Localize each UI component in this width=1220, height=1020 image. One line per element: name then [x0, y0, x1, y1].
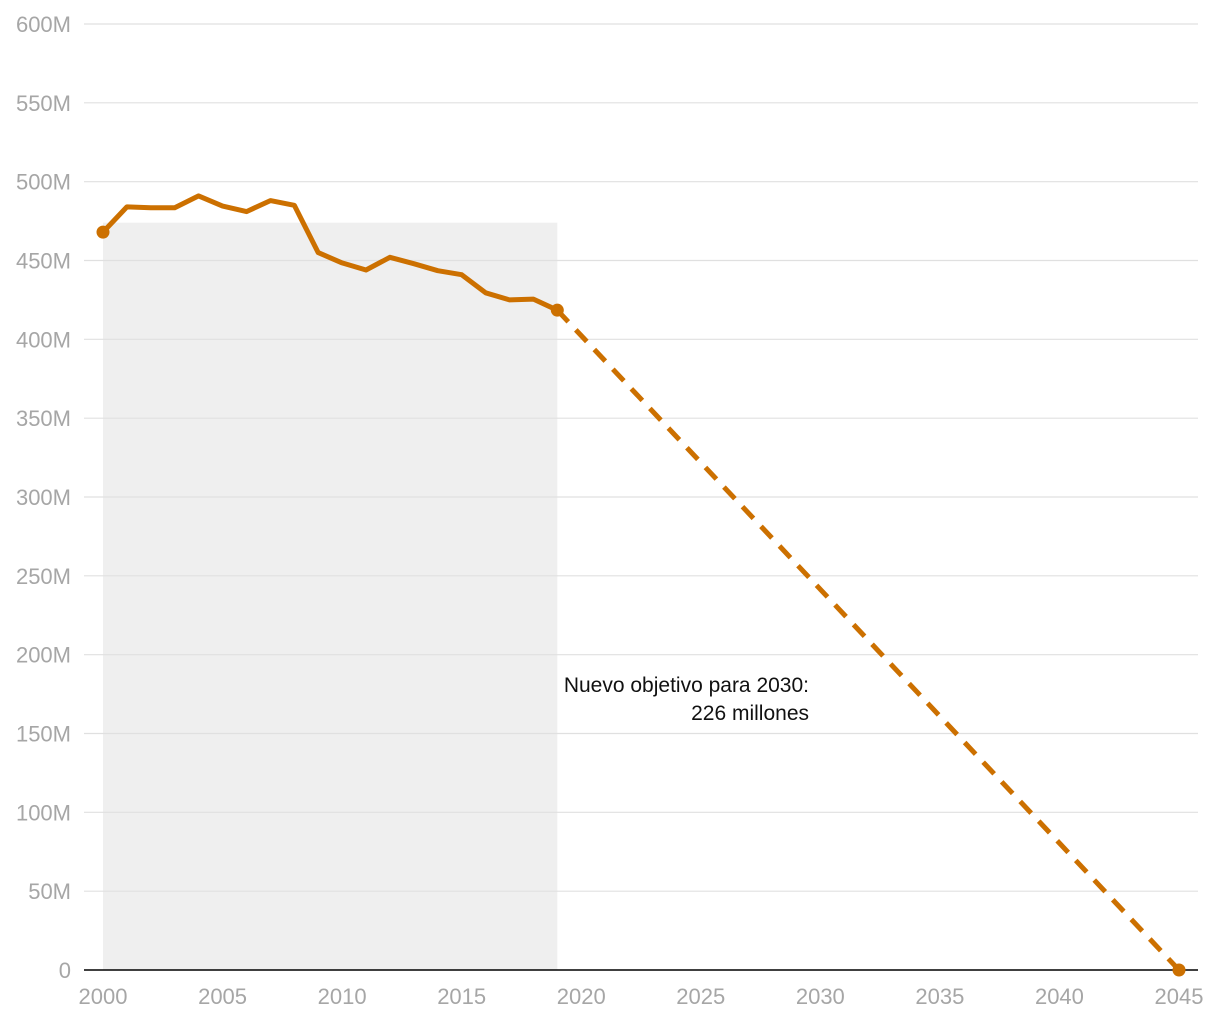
y-tick-label: 150M — [16, 722, 71, 747]
series-marker — [96, 225, 110, 239]
emissions-line — [101, 193, 559, 313]
y-tick-label: 250M — [16, 564, 71, 589]
y-tick-label: 400M — [16, 327, 71, 352]
y-tick-label: 550M — [16, 91, 71, 116]
y-tick-label: 200M — [16, 643, 71, 668]
y-axis-ticks: 0 50M 100M 150M 200M 250M 300M 350M 400M 450M 500M… — [16, 12, 71, 983]
x-tick-label: 2000 — [79, 984, 128, 1009]
projection-line — [555, 308, 1181, 972]
annotation-line-2: 226 millones — [691, 702, 809, 725]
shaded-region — [103, 222, 558, 970]
annotation-line-1: Nuevo objetivo para 2030: — [564, 674, 809, 697]
y-tick-label: 300M — [16, 485, 71, 510]
x-tick-label: 2025 — [676, 984, 725, 1009]
series-marker — [1172, 963, 1186, 977]
y-tick-label: 450M — [16, 249, 71, 274]
gridlines — [84, 23, 1198, 892]
y-tick-label: 500M — [16, 170, 71, 195]
series-layer — [96, 193, 1186, 977]
y-tick-label: 100M — [16, 800, 71, 825]
x-tick-label: 2005 — [198, 984, 247, 1009]
y-tick-label: 50M — [28, 879, 71, 904]
x-tick-label: 2040 — [1035, 984, 1084, 1009]
x-tick-label: 2030 — [796, 984, 845, 1009]
x-tick-label: 2020 — [557, 984, 606, 1009]
y-tick-label: 350M — [16, 406, 71, 431]
x-tick-label: 2035 — [915, 984, 964, 1009]
y-tick-label: 0 — [59, 958, 71, 983]
x-axis-ticks: 2000 2005 2010 2015 2020 2025 2030 2035 2040 2045 — [79, 984, 1204, 1009]
x-tick-label: 2045 — [1155, 984, 1204, 1009]
x-tick-label: 2010 — [318, 984, 367, 1009]
x-tick-label: 2015 — [437, 984, 486, 1009]
y-tick-label: 600M — [16, 12, 71, 37]
